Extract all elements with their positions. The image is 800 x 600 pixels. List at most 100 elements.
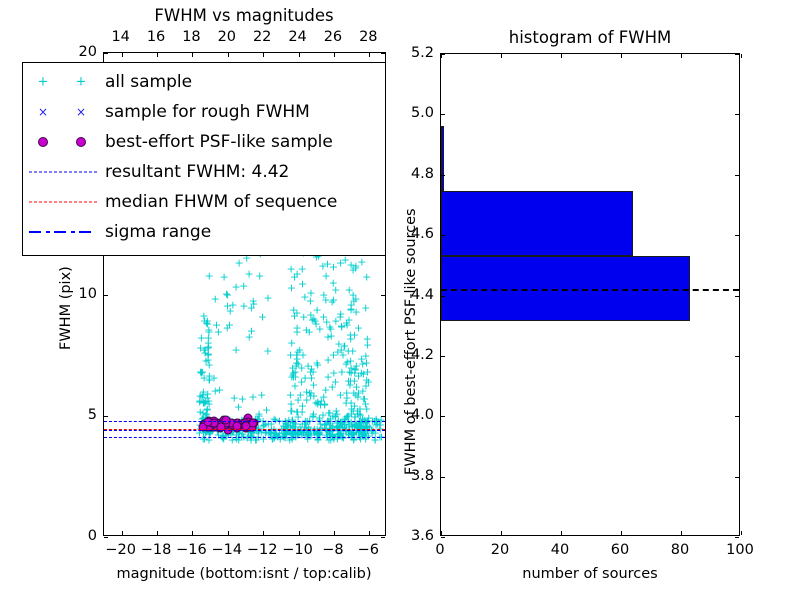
data-point-all-sample: + — [254, 424, 264, 438]
data-point-all-sample: + — [336, 343, 346, 357]
data-point-all-sample: + — [211, 318, 222, 332]
data-point-all-sample: + — [264, 425, 274, 439]
data-point-all-sample: + — [325, 320, 335, 334]
data-point-all-sample: + — [322, 430, 332, 444]
y-tick-left — [441, 54, 445, 55]
data-point-all-sample: + — [285, 348, 296, 362]
data-point-all-sample: + — [239, 299, 249, 313]
left-plot-xlabel: magnitude (bottom:isnt / top:calib) — [116, 566, 372, 582]
data-point-all-sample: + — [294, 428, 304, 442]
data-point-all-sample: + — [237, 430, 247, 444]
data-point-all-sample: + — [318, 259, 328, 273]
x-tick-top — [441, 54, 442, 58]
legend-item-label: median FHWM of sequence — [105, 192, 338, 212]
histogram-bar — [441, 125, 444, 191]
data-point-all-sample: + — [313, 432, 323, 446]
y-tick-left — [441, 235, 445, 237]
data-point-all-sample: + — [269, 412, 279, 426]
y-tick-left — [441, 174, 445, 176]
data-point-all-sample: + — [308, 365, 318, 379]
data-point-all-sample: + — [266, 429, 276, 443]
reference-line-sigma-range-upper — [104, 421, 385, 423]
legend-item-3: resultant FWHM: 4.42 — [23, 157, 385, 187]
data-point-all-sample: + — [274, 426, 285, 440]
reference-line-resultant-fwhm — [441, 289, 739, 292]
data-point-all-sample: + — [324, 427, 335, 441]
data-point-all-sample: + — [286, 404, 296, 418]
y-tick-label-left: 5 — [87, 406, 97, 423]
data-point-all-sample: + — [343, 427, 354, 441]
data-point-all-sample: + — [285, 388, 295, 402]
data-point-all-sample: + — [239, 430, 249, 444]
data-point-all-sample: + — [286, 427, 296, 441]
data-point-all-sample: + — [224, 318, 235, 332]
data-point-all-sample: + — [328, 409, 338, 423]
data-point-all-sample: + — [336, 307, 346, 321]
data-point-all-sample: + — [194, 426, 205, 440]
data-point-all-sample: + — [311, 317, 321, 331]
data-point-all-sample: + — [283, 418, 293, 432]
data-point-all-sample: + — [333, 414, 343, 428]
data-point-all-sample: + — [360, 415, 370, 429]
data-point-all-sample: + — [358, 428, 368, 442]
data-point-all-sample: + — [306, 386, 316, 400]
data-point-all-sample: + — [361, 421, 371, 435]
data-point-all-sample: + — [326, 322, 336, 336]
data-point-all-sample: + — [322, 257, 333, 271]
data-point-all-sample: + — [245, 429, 256, 443]
data-point-all-sample: + — [195, 389, 205, 403]
data-point-all-sample: + — [244, 267, 254, 281]
data-point-all-sample: + — [271, 427, 281, 441]
data-point-all-sample: + — [258, 414, 268, 428]
right-plot-ylabel: FWHM of best-effort PSF-like sources — [403, 208, 419, 475]
y-tick-label-left: 3.6 — [410, 527, 434, 544]
data-point-all-sample: + — [204, 269, 214, 283]
data-point-all-sample: + — [350, 363, 360, 377]
data-point-all-sample: + — [251, 421, 261, 435]
data-point-all-sample: + — [367, 414, 378, 428]
x-tick-bottom — [192, 531, 194, 535]
data-point-all-sample: + — [287, 413, 297, 427]
legend-item-1: × × sample for rough FWHM — [23, 97, 385, 127]
data-point-all-sample: + — [351, 380, 362, 394]
data-point-all-sample: + — [346, 303, 356, 317]
data-point-all-sample: + — [218, 429, 228, 443]
data-point-all-sample: + — [299, 417, 310, 431]
data-point-all-sample: + — [356, 425, 366, 439]
data-point-all-sample: + — [255, 269, 265, 283]
data-point-all-sample: + — [223, 288, 233, 302]
data-point-all-sample: + — [347, 419, 357, 433]
data-point-all-sample: + — [293, 393, 303, 407]
data-point-all-sample: + — [350, 399, 360, 413]
data-point-all-sample: + — [308, 409, 318, 423]
x-tick-top — [621, 54, 622, 58]
data-point-all-sample: + — [328, 260, 339, 274]
data-point-all-sample: + — [359, 392, 369, 406]
data-point-all-sample: + — [331, 404, 341, 418]
data-point-all-sample: + — [341, 424, 351, 438]
data-point-all-sample: + — [290, 420, 301, 434]
data-point-all-sample: + — [303, 359, 313, 373]
data-point-all-sample: + — [249, 297, 259, 311]
x-tick-label-top: 20 — [217, 29, 237, 45]
data-point-all-sample: + — [350, 362, 360, 376]
data-point-all-sample: + — [197, 390, 207, 404]
x-tick-top — [227, 53, 229, 57]
data-point-all-sample: + — [352, 404, 363, 418]
data-point-all-sample: + — [285, 419, 296, 433]
data-point-all-sample: + — [205, 426, 215, 440]
x-tick-label-bottom: 40 — [550, 542, 570, 558]
data-point-all-sample: + — [335, 310, 345, 324]
data-point-all-sample: + — [266, 423, 277, 437]
x-tick-label-top: 18 — [182, 29, 201, 45]
data-point-all-sample: + — [305, 424, 316, 438]
data-point-all-sample: + — [372, 417, 382, 431]
x-tick-bottom — [333, 531, 335, 535]
data-point-all-sample: + — [261, 425, 271, 439]
data-point-all-sample: + — [346, 298, 356, 312]
x-tick-label-bottom: −8 — [322, 542, 344, 558]
data-point-all-sample: + — [338, 431, 349, 445]
data-point-all-sample: + — [222, 321, 232, 335]
data-point-all-sample: + — [319, 288, 329, 302]
data-point-all-sample: + — [361, 416, 371, 430]
